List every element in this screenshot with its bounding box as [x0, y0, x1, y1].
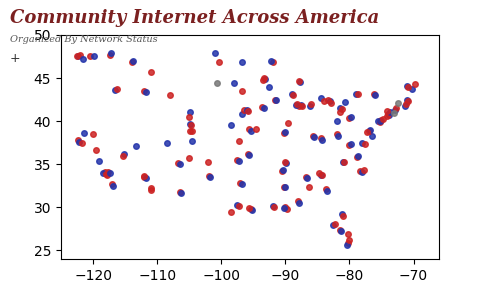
- Text: +: +: [10, 52, 20, 65]
- Text: Organized By Network Status: Organized By Network Status: [10, 35, 158, 44]
- Text: Community Internet Across America: Community Internet Across America: [10, 9, 379, 27]
